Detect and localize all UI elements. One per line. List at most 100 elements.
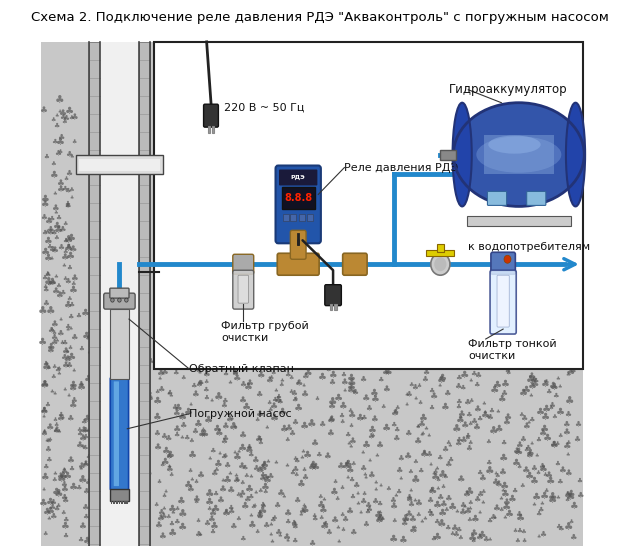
Text: ♣: ♣: [338, 413, 344, 419]
Text: ♣: ♣: [518, 413, 524, 418]
Text: ♣: ♣: [374, 510, 383, 521]
Text: ♣: ♣: [500, 441, 507, 447]
Text: ♣: ♣: [346, 465, 355, 475]
Text: ♣: ♣: [54, 113, 59, 118]
Text: ♣: ♣: [365, 509, 371, 515]
Text: ♣: ♣: [380, 517, 385, 523]
Text: ♣: ♣: [101, 419, 110, 429]
Text: ♣: ♣: [156, 514, 164, 523]
Text: ♣: ♣: [228, 521, 236, 530]
Text: ♣: ♣: [468, 501, 474, 506]
Text: ♣: ♣: [220, 436, 227, 446]
Text: ♣: ♣: [274, 396, 283, 406]
Text: Обратный клапан: Обратный клапан: [189, 364, 294, 374]
Text: ♣: ♣: [408, 471, 413, 476]
Text: ♣: ♣: [271, 517, 276, 522]
Text: ♣: ♣: [41, 193, 50, 204]
Text: ♣: ♣: [368, 458, 372, 463]
Text: ♣: ♣: [367, 431, 374, 440]
Text: ♣: ♣: [394, 493, 399, 498]
Text: ♣: ♣: [570, 501, 578, 511]
Text: ♣: ♣: [55, 291, 63, 300]
Text: ♣: ♣: [153, 396, 162, 406]
Text: ♣: ♣: [486, 414, 491, 419]
Text: ♣: ♣: [38, 336, 47, 347]
Text: ♣: ♣: [59, 471, 67, 481]
Text: ♣: ♣: [77, 476, 87, 486]
Text: ♣: ♣: [81, 331, 91, 341]
Text: ♣: ♣: [95, 324, 102, 333]
Text: ♣: ♣: [83, 463, 88, 468]
Text: ♣: ♣: [404, 494, 412, 503]
Text: ♣: ♣: [125, 388, 130, 393]
Text: ♣: ♣: [539, 529, 546, 538]
Text: ♣: ♣: [319, 521, 329, 531]
Text: ♣: ♣: [417, 402, 422, 407]
Text: ♣: ♣: [178, 412, 187, 423]
Text: ♣: ♣: [481, 409, 490, 420]
Circle shape: [118, 298, 121, 302]
Text: ♣: ♣: [399, 518, 407, 528]
Text: ♣: ♣: [317, 500, 326, 510]
Text: ♣: ♣: [408, 516, 416, 524]
Text: ♣: ♣: [101, 494, 108, 500]
Text: ♣: ♣: [435, 478, 440, 483]
Text: ♣: ♣: [556, 494, 561, 499]
Text: ♣: ♣: [548, 407, 554, 412]
Text: ♣: ♣: [543, 432, 552, 443]
Text: ♣: ♣: [59, 341, 64, 346]
Text: ♣: ♣: [56, 472, 63, 481]
Text: ♣: ♣: [205, 490, 214, 500]
Text: ♣: ♣: [468, 533, 477, 543]
Text: ♣: ♣: [385, 488, 390, 493]
Text: ♣: ♣: [57, 475, 67, 484]
Text: ♣: ♣: [116, 534, 124, 543]
Text: ♣: ♣: [340, 528, 345, 533]
Text: ♣: ♣: [301, 371, 308, 380]
Text: ♣: ♣: [99, 385, 107, 394]
Text: ♣: ♣: [486, 412, 493, 421]
Text: ♣: ♣: [47, 437, 52, 442]
Text: ♣: ♣: [227, 380, 232, 385]
Text: ♣: ♣: [433, 532, 442, 541]
Text: ♣: ♣: [60, 492, 68, 501]
Text: ♣: ♣: [319, 517, 324, 522]
Text: ♣: ♣: [124, 420, 130, 426]
Text: ♣: ♣: [49, 244, 56, 253]
Text: ♣: ♣: [291, 398, 297, 404]
Text: ♣: ♣: [92, 427, 100, 436]
Text: ♣: ♣: [471, 514, 479, 524]
Text: ♣: ♣: [257, 514, 263, 520]
Text: ♣: ♣: [409, 384, 414, 389]
Text: ♣: ♣: [431, 472, 440, 482]
Text: ♣: ♣: [260, 472, 268, 481]
Text: ♣: ♣: [191, 384, 197, 390]
Text: ♣: ♣: [90, 357, 98, 367]
Text: ♣: ♣: [232, 424, 236, 430]
Text: ♣: ♣: [421, 449, 426, 455]
Text: ♣: ♣: [81, 443, 86, 449]
Bar: [41, 42, 76, 546]
Text: ♣: ♣: [67, 233, 77, 243]
Text: ♣: ♣: [110, 533, 114, 538]
Text: ♣: ♣: [340, 487, 345, 492]
FancyBboxPatch shape: [238, 275, 248, 303]
Text: ♣: ♣: [69, 195, 73, 199]
Text: ♣: ♣: [44, 229, 49, 235]
Text: ♣: ♣: [63, 471, 72, 481]
Text: ♣: ♣: [174, 508, 179, 513]
Text: ♣: ♣: [463, 397, 470, 406]
Text: ♣: ♣: [239, 494, 243, 499]
Text: ♣: ♣: [494, 475, 500, 480]
Text: ♣: ♣: [196, 369, 202, 374]
Text: ♣: ♣: [398, 476, 403, 481]
Text: ♣: ♣: [173, 403, 182, 413]
Text: ♣: ♣: [433, 500, 442, 510]
Text: ♣: ♣: [231, 368, 237, 377]
Text: ♣: ♣: [323, 452, 331, 461]
Text: ♣: ♣: [433, 520, 440, 526]
Text: ♣: ♣: [209, 521, 218, 532]
Text: ♣: ♣: [143, 469, 152, 478]
Text: ♣: ♣: [83, 515, 90, 521]
Bar: [111, 500, 113, 504]
